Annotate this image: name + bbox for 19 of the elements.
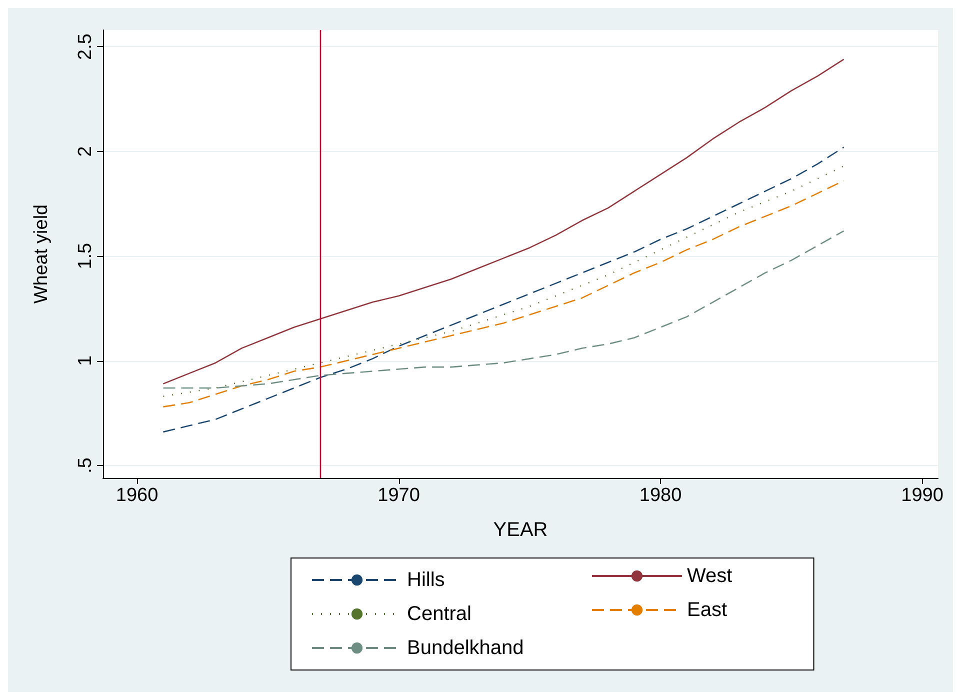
legend-label: Bundelkhand [407, 637, 524, 659]
x-tick-label: 1960 [116, 485, 158, 506]
y-tick-label: 2 [75, 146, 96, 157]
line-series [162, 230, 844, 389]
x-axis-title: YEAR [493, 519, 548, 541]
y-tick-label: 1.5 [75, 242, 96, 270]
y-axis-title: Wheat yield [31, 204, 52, 304]
line-series [162, 146, 844, 433]
y-tick-label: 2.5 [75, 34, 96, 60]
legend-label: Central [407, 603, 472, 625]
line-series [162, 58, 844, 384]
x-tick-label: 1980 [639, 485, 682, 506]
y-tick-label: 1 [75, 355, 96, 366]
x-tick-label: 1990 [901, 485, 944, 506]
legend-label: Hills [407, 569, 445, 591]
legend-label: East [687, 599, 728, 621]
x-tick-label: 1970 [378, 485, 420, 506]
y-tick-label: .5 [75, 458, 96, 474]
legend-label: West [687, 565, 733, 587]
